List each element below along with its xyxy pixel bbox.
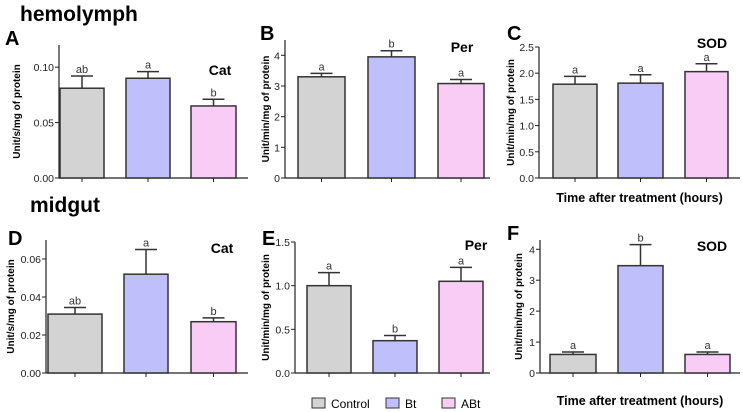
panel-label: D: [8, 228, 22, 250]
y-axis-label: Unit/min/mg of protein: [506, 59, 517, 166]
significance-letter: a: [703, 52, 710, 64]
panel-label: F: [507, 223, 519, 245]
y-tick-label: 0.02: [21, 330, 42, 342]
bar-control: [552, 83, 598, 179]
y-tick-label: 2: [529, 306, 535, 318]
bar-bt: [367, 56, 416, 179]
bar-abt: [437, 82, 485, 179]
significance-letter: a: [143, 238, 150, 250]
legend: Control Bt ABt: [311, 397, 481, 411]
bar-bt: [617, 264, 664, 374]
y-axis-label: Unit/min/mg of protein: [514, 253, 525, 360]
panel-label: B: [260, 23, 274, 45]
y-tick-label: 0.5: [275, 324, 290, 336]
bar-control: [549, 353, 597, 374]
y-axis-label: Unit/min/mg of protein: [261, 56, 272, 163]
bar-abt: [684, 353, 731, 374]
chart-title: Per: [465, 237, 488, 253]
significance-letter: a: [704, 340, 711, 352]
significance-letter: a: [637, 63, 644, 75]
significance-letter: b: [637, 233, 643, 245]
significance-letter: b: [392, 323, 398, 335]
y-tick-label: 1.5: [275, 237, 290, 249]
chart-title: Per: [451, 39, 474, 55]
y-tick-label: 0.04: [21, 292, 42, 304]
panel-label: E: [262, 228, 275, 250]
legend-swatch: [311, 397, 326, 409]
significance-letter: ab: [76, 64, 88, 76]
y-axis-label: Unit/s/mg of protein: [6, 259, 17, 353]
y-tick-label: 2.0: [519, 68, 534, 80]
y-tick-label: 2: [274, 112, 280, 124]
x-axis-label: Time after treatment (hours): [557, 394, 723, 408]
y-tick-label: 0.0: [275, 368, 290, 380]
y-tick-label: 4: [529, 244, 535, 256]
bar-abt: [190, 105, 237, 179]
y-tick-label: 2.5: [519, 42, 534, 54]
y-tick-label: 0.05: [34, 118, 55, 130]
chart-title: Cat: [211, 240, 234, 256]
bar-abt: [438, 280, 484, 374]
bar-abt: [190, 320, 237, 374]
significance-letter: b: [210, 87, 216, 99]
bar-bt: [617, 82, 664, 179]
y-tick-label: 4: [274, 50, 280, 62]
panel-F: F SOD 0 1 2 3 4 Unit/min/mg of protein a b a Time a…: [507, 223, 740, 408]
legend-label: ABt: [461, 397, 481, 411]
y-tick-label: 0.00: [34, 173, 55, 185]
significance-letter: a: [318, 61, 325, 73]
legend-label: Control: [331, 397, 370, 411]
bar-abt: [684, 70, 729, 179]
bar-bt: [125, 77, 171, 179]
significance-letter: a: [458, 68, 465, 80]
significance-letter: a: [458, 255, 465, 267]
y-tick-label: 1: [274, 142, 280, 154]
y-tick-label: 0.0: [519, 173, 534, 185]
section-label-midgut: midgut: [30, 194, 100, 217]
significance-letter: ab: [69, 295, 81, 307]
significance-letter: a: [145, 60, 152, 72]
y-tick-label: 3: [274, 81, 280, 93]
y-tick-label: 1: [529, 337, 535, 349]
significance-letter: b: [210, 306, 216, 318]
significance-letter: a: [326, 261, 333, 273]
legend-label: Bt: [405, 397, 417, 411]
y-tick-label: 0: [274, 173, 280, 185]
bar-bt: [372, 339, 418, 374]
significance-letter: b: [388, 39, 394, 51]
bar-bt: [123, 273, 169, 374]
bar-control: [306, 284, 352, 374]
legend-swatch: [441, 397, 456, 409]
panel-D: D Cat 0.00 0.02 0.04 0.06 Unit/s/mg of protein…: [6, 228, 248, 380]
significance-letter: a: [572, 64, 579, 76]
y-tick-label: 1.5: [519, 94, 534, 106]
y-axis-label: Unit/s/mg of protein: [12, 64, 23, 158]
section-label-hemolymph: hemolymph: [20, 3, 138, 26]
bar-control: [297, 76, 346, 179]
significance-letter: a: [570, 340, 577, 352]
bar-control: [59, 87, 105, 179]
y-tick-label: 1.0: [275, 281, 290, 293]
y-tick-label: 0.10: [34, 62, 55, 74]
y-axis-label: Unit/min/mg of protein: [261, 254, 272, 361]
chart-title: SOD: [697, 238, 727, 254]
y-tick-label: 3: [529, 275, 535, 287]
bar-control: [47, 313, 103, 374]
legend-swatch: [385, 397, 400, 409]
y-tick-label: 0.06: [21, 254, 42, 266]
y-tick-label: 0.00: [21, 368, 42, 380]
chart-title: SOD: [697, 35, 727, 51]
y-tick-label: 0.5: [519, 147, 534, 159]
y-tick-label: 1.0: [519, 121, 534, 133]
chart-title: Cat: [209, 62, 232, 78]
y-tick-label: 0: [529, 368, 535, 380]
x-axis-label: Time after treatment (hours): [556, 191, 722, 205]
panel-label: A: [5, 28, 19, 50]
panel-label: C: [507, 23, 521, 45]
